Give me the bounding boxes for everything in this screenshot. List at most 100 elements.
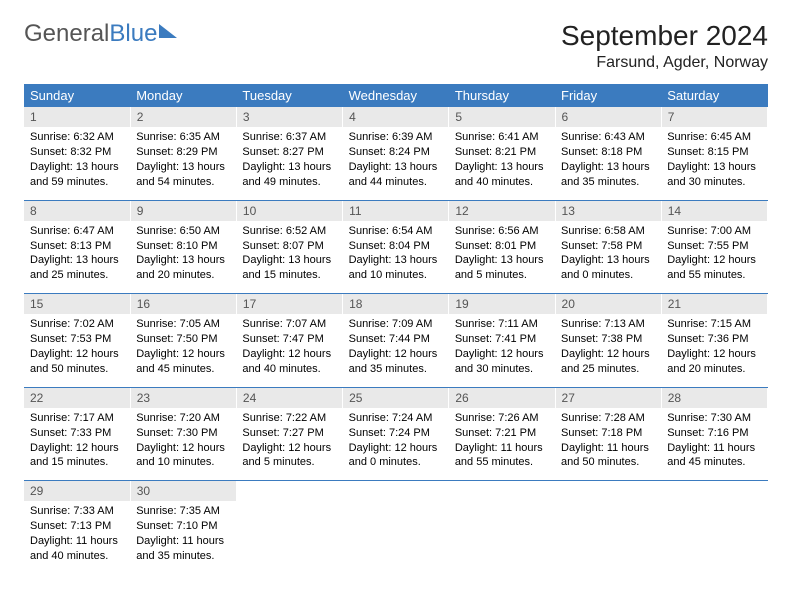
sunrise-text: Sunrise: 6:37 AM — [242, 130, 336, 145]
daylight-text-1: Daylight: 11 hours — [455, 441, 549, 456]
sunset-text: Sunset: 8:13 PM — [30, 239, 124, 254]
daylight-text-2: and 49 minutes. — [242, 175, 336, 190]
day-number: 12 — [449, 201, 555, 221]
day-cell: Sunrise: 7:30 AMSunset: 7:16 PMDaylight:… — [661, 408, 767, 481]
daylight-text-2: and 50 minutes. — [561, 455, 655, 470]
day-number: 22 — [24, 388, 130, 408]
day-cell — [661, 501, 767, 573]
day-cell: Sunrise: 6:45 AMSunset: 8:15 PMDaylight:… — [661, 127, 767, 200]
day-number: 18 — [343, 294, 449, 314]
daylight-text-1: Daylight: 12 hours — [349, 347, 443, 362]
daylight-text-2: and 25 minutes. — [30, 268, 124, 283]
sunrise-text: Sunrise: 7:20 AM — [136, 411, 230, 426]
weekday-header: Thursday — [449, 84, 555, 107]
day-number-row: 891011121314 — [24, 201, 768, 221]
logo-text-2: Blue — [109, 20, 157, 48]
day-cell: Sunrise: 7:02 AMSunset: 7:53 PMDaylight:… — [24, 314, 130, 387]
daylight-text-2: and 5 minutes. — [455, 268, 549, 283]
sunset-text: Sunset: 7:50 PM — [136, 332, 230, 347]
daylight-text-2: and 45 minutes. — [667, 455, 761, 470]
day-data-row: Sunrise: 7:17 AMSunset: 7:33 PMDaylight:… — [24, 408, 768, 481]
day-cell: Sunrise: 7:33 AMSunset: 7:13 PMDaylight:… — [24, 501, 130, 573]
sunrise-text: Sunrise: 7:02 AM — [30, 317, 124, 332]
daylight-text-1: Daylight: 12 hours — [455, 347, 549, 362]
day-number-row: 2930 — [24, 481, 768, 501]
day-number: 3 — [236, 107, 342, 127]
day-number: 29 — [24, 481, 130, 501]
daylight-text-1: Daylight: 11 hours — [667, 441, 761, 456]
day-cell: Sunrise: 6:58 AMSunset: 7:58 PMDaylight:… — [555, 221, 661, 294]
day-number: 14 — [661, 201, 767, 221]
sunset-text: Sunset: 7:16 PM — [667, 426, 761, 441]
daylight-text-2: and 40 minutes. — [30, 549, 124, 564]
daylight-text-1: Daylight: 13 hours — [242, 253, 336, 268]
sunset-text: Sunset: 8:29 PM — [136, 145, 230, 160]
daylight-text-1: Daylight: 13 hours — [242, 160, 336, 175]
sunset-text: Sunset: 8:04 PM — [349, 239, 443, 254]
sunset-text: Sunset: 7:30 PM — [136, 426, 230, 441]
day-cell: Sunrise: 6:32 AMSunset: 8:32 PMDaylight:… — [24, 127, 130, 200]
weekday-header: Wednesday — [343, 84, 449, 107]
daylight-text-2: and 20 minutes. — [667, 362, 761, 377]
day-number — [661, 481, 767, 501]
day-cell: Sunrise: 7:20 AMSunset: 7:30 PMDaylight:… — [130, 408, 236, 481]
sunset-text: Sunset: 7:53 PM — [30, 332, 124, 347]
daylight-text-2: and 35 minutes. — [561, 175, 655, 190]
day-cell: Sunrise: 6:54 AMSunset: 8:04 PMDaylight:… — [343, 221, 449, 294]
day-number: 19 — [449, 294, 555, 314]
daylight-text-2: and 10 minutes. — [349, 268, 443, 283]
daylight-text-2: and 5 minutes. — [242, 455, 336, 470]
weekday-header: Friday — [555, 84, 661, 107]
sunrise-text: Sunrise: 6:56 AM — [455, 224, 549, 239]
daylight-text-1: Daylight: 12 hours — [242, 347, 336, 362]
sunrise-text: Sunrise: 7:28 AM — [561, 411, 655, 426]
daylight-text-1: Daylight: 11 hours — [561, 441, 655, 456]
sunset-text: Sunset: 7:18 PM — [561, 426, 655, 441]
daylight-text-1: Daylight: 12 hours — [136, 441, 230, 456]
sunrise-text: Sunrise: 7:11 AM — [455, 317, 549, 332]
sunset-text: Sunset: 7:38 PM — [561, 332, 655, 347]
day-number: 13 — [555, 201, 661, 221]
sunrise-text: Sunrise: 7:13 AM — [561, 317, 655, 332]
day-data-row: Sunrise: 7:02 AMSunset: 7:53 PM Daylight:… — [24, 314, 768, 387]
sunrise-text: Sunrise: 6:35 AM — [136, 130, 230, 145]
day-cell: Sunrise: 7:17 AMSunset: 7:33 PMDaylight:… — [24, 408, 130, 481]
sail-icon — [159, 24, 177, 38]
day-number: 5 — [449, 107, 555, 127]
header: GeneralBlue September 2024 Farsund, Agde… — [24, 20, 768, 72]
daylight-text-2: and 15 minutes. — [242, 268, 336, 283]
day-cell: Sunrise: 6:43 AMSunset: 8:18 PMDaylight:… — [555, 127, 661, 200]
day-number: 8 — [24, 201, 130, 221]
sunset-text: Sunset: 8:27 PM — [242, 145, 336, 160]
day-number: 16 — [130, 294, 236, 314]
location: Farsund, Agder, Norway — [561, 54, 768, 72]
day-cell: Sunrise: 7:07 AMSunset: 7:47 PMDaylight:… — [236, 314, 342, 387]
day-number: 6 — [555, 107, 661, 127]
sunrise-text: Sunrise: 6:58 AM — [561, 224, 655, 239]
day-cell: Sunrise: 7:22 AMSunset: 7:27 PMDaylight:… — [236, 408, 342, 481]
sunset-text: Sunset: 8:21 PM — [455, 145, 549, 160]
sunset-text: Sunset: 8:10 PM — [136, 239, 230, 254]
day-number-row: 22232425262728 — [24, 388, 768, 408]
day-number: 2 — [130, 107, 236, 127]
weekday-header-row: Sunday Monday Tuesday Wednesday Thursday… — [24, 84, 768, 107]
sunset-text: Sunset: 7:24 PM — [349, 426, 443, 441]
sunset-text: Sunset: 8:32 PM — [30, 145, 124, 160]
weekday-header: Monday — [130, 84, 236, 107]
sunset-text: Sunset: 7:21 PM — [455, 426, 549, 441]
daylight-text-2: and 20 minutes. — [136, 268, 230, 283]
sunset-text: Sunset: 8:18 PM — [561, 145, 655, 160]
weekday-header: Tuesday — [236, 84, 342, 107]
sunrise-text: Sunrise: 6:50 AM — [136, 224, 230, 239]
day-number — [555, 481, 661, 501]
daylight-text-1: Daylight: 11 hours — [136, 534, 230, 549]
daylight-text-2: and 40 minutes. — [242, 362, 336, 377]
day-number: 11 — [343, 201, 449, 221]
daylight-text-1: Daylight: 13 hours — [561, 253, 655, 268]
day-cell: Sunrise: 6:37 AMSunset: 8:27 PMDaylight:… — [236, 127, 342, 200]
day-cell: Sunrise: 6:50 AMSunset: 8:10 PMDaylight:… — [130, 221, 236, 294]
day-number: 1 — [24, 107, 130, 127]
daylight-text-1: Daylight: 12 hours — [242, 441, 336, 456]
sunrise-text: Sunrise: 7:22 AM — [242, 411, 336, 426]
sunset-text: Sunset: 8:01 PM — [455, 239, 549, 254]
